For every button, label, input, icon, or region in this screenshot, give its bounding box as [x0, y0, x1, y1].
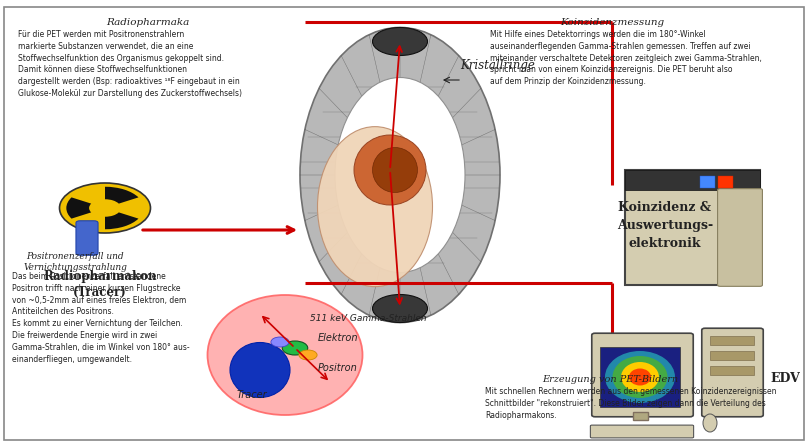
Text: Das beim Positronenzerfall entstandene
Positron trifft nach einer kurzen Flugstr: Das beim Positronenzerfall entstandene P…: [12, 272, 190, 364]
Text: EDV: EDV: [770, 372, 800, 385]
Text: Erzeugung von PET-Bildern: Erzeugung von PET-Bildern: [542, 375, 678, 384]
FancyBboxPatch shape: [591, 333, 693, 417]
Circle shape: [97, 203, 113, 213]
Text: Radiopharmaka: Radiopharmaka: [107, 18, 190, 27]
Text: Tracer: Tracer: [237, 390, 267, 400]
Bar: [710, 336, 754, 345]
Bar: [625, 170, 760, 190]
Ellipse shape: [300, 28, 500, 322]
FancyBboxPatch shape: [591, 425, 693, 438]
Ellipse shape: [230, 342, 290, 397]
Circle shape: [299, 350, 317, 360]
FancyBboxPatch shape: [625, 170, 760, 285]
Text: Positronenzerfall und
Vernichtungsstrahlung: Positronenzerfall und Vernichtungsstrahl…: [23, 252, 127, 272]
Circle shape: [271, 337, 289, 347]
Ellipse shape: [354, 135, 426, 205]
Circle shape: [282, 341, 308, 355]
FancyBboxPatch shape: [718, 189, 763, 286]
FancyBboxPatch shape: [702, 328, 764, 417]
Text: Koinzidenz &
Auswertungs-
elektronik: Koinzidenz & Auswertungs- elektronik: [617, 201, 713, 250]
Ellipse shape: [372, 294, 427, 322]
Ellipse shape: [335, 78, 465, 273]
Bar: [710, 366, 754, 375]
Circle shape: [60, 183, 150, 233]
Text: Radiopharmakon
(Tracer): Radiopharmakon (Tracer): [44, 270, 157, 299]
Ellipse shape: [612, 356, 667, 398]
Bar: [718, 176, 733, 188]
Ellipse shape: [318, 127, 432, 287]
Bar: [700, 176, 715, 188]
Ellipse shape: [372, 28, 427, 56]
Ellipse shape: [629, 369, 651, 385]
Bar: [600, 347, 680, 407]
Text: 511 keV Gamma-Strahlen: 511 keV Gamma-Strahlen: [310, 313, 427, 322]
Text: Mit Hilfe eines Detektorrings werden die im 180°-Winkel
auseinanderflegenden Gam: Mit Hilfe eines Detektorrings werden die…: [490, 30, 762, 86]
Text: Positron: Positron: [318, 363, 358, 373]
Text: Koinzidenzmessung: Koinzidenzmessung: [560, 18, 664, 27]
Text: Für die PET werden mit Positronenstrahlern
markierte Substanzen verwendet, die a: Für die PET werden mit Positronenstrahle…: [18, 30, 242, 98]
Wedge shape: [66, 198, 91, 218]
Ellipse shape: [703, 414, 717, 432]
Ellipse shape: [605, 351, 675, 403]
Text: Mit schnellen Rechnern werden aus den gemessenen Koinzidenzereignissen
Schnittbi: Mit schnellen Rechnern werden aus den ge…: [485, 387, 776, 420]
FancyBboxPatch shape: [76, 221, 98, 255]
Wedge shape: [105, 187, 138, 204]
Wedge shape: [105, 212, 138, 229]
Ellipse shape: [372, 147, 418, 193]
Text: Elektron: Elektron: [318, 333, 359, 343]
Ellipse shape: [621, 362, 659, 392]
Bar: [710, 351, 754, 360]
Ellipse shape: [208, 295, 363, 415]
Text: Kristallringe: Kristallringe: [460, 59, 535, 71]
Bar: [633, 412, 648, 420]
